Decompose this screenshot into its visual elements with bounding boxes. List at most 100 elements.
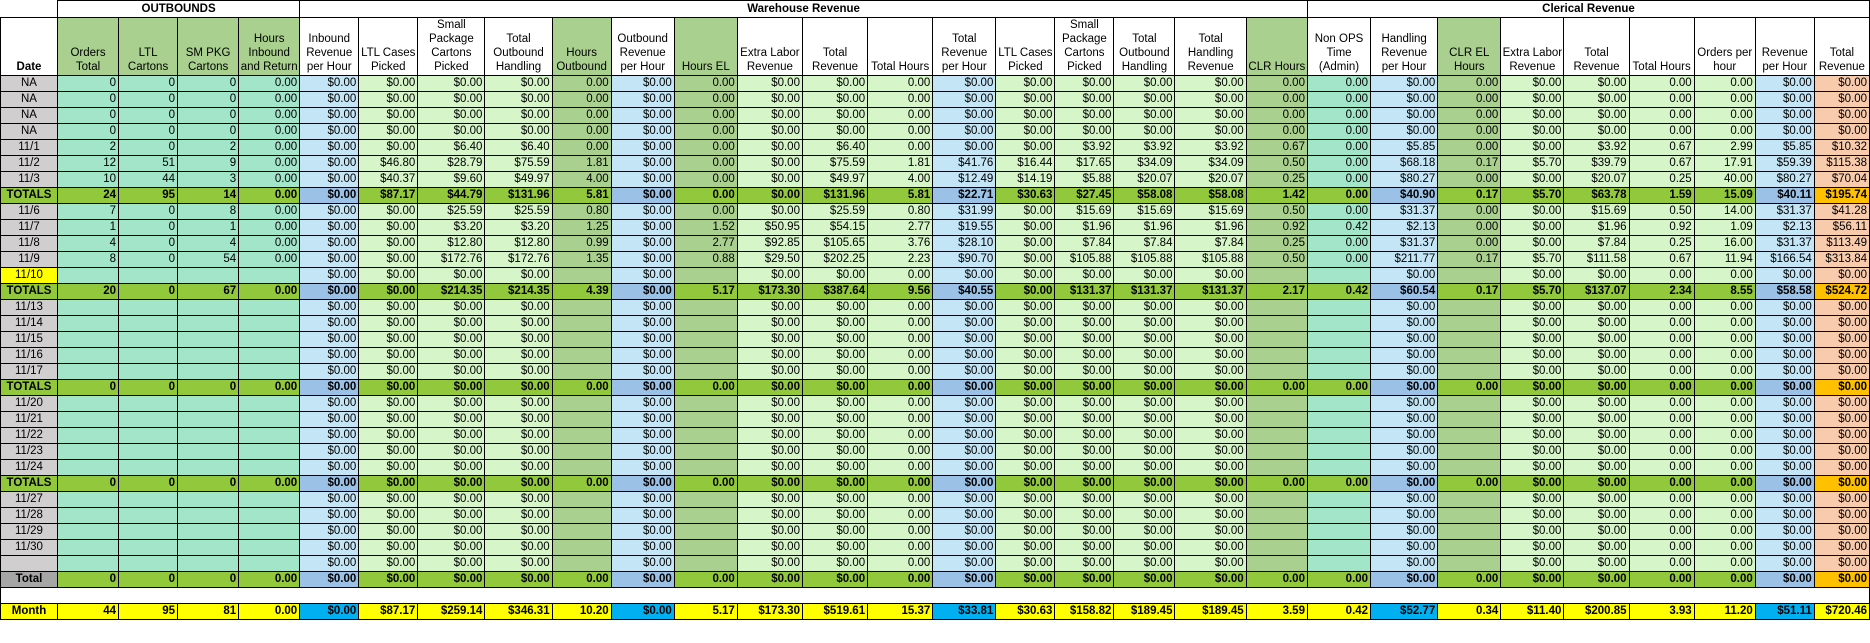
table-cell[interactable]: $5.70 bbox=[1500, 187, 1565, 204]
table-cell[interactable] bbox=[177, 315, 240, 332]
table-cell[interactable]: 1 bbox=[56, 219, 120, 236]
table-cell[interactable]: $0.00 bbox=[484, 571, 553, 588]
table-cell[interactable]: $0.00 bbox=[358, 219, 419, 236]
table-cell[interactable]: $0.00 bbox=[484, 491, 553, 508]
table-cell[interactable]: $25.59 bbox=[801, 203, 869, 220]
table-cell[interactable] bbox=[1245, 523, 1308, 540]
table-cell[interactable]: 3.59 bbox=[1245, 603, 1308, 620]
table-cell[interactable]: 0.00 bbox=[1693, 299, 1756, 316]
date-cell[interactable]: Month bbox=[0, 603, 58, 620]
table-cell[interactable]: 4.39 bbox=[551, 283, 612, 300]
table-cell[interactable]: 2.77 bbox=[867, 219, 934, 236]
table-cell[interactable]: 0.00 bbox=[238, 251, 301, 268]
table-cell[interactable]: $49.97 bbox=[484, 171, 553, 188]
table-cell[interactable] bbox=[673, 299, 738, 316]
table-cell[interactable] bbox=[673, 491, 738, 508]
table-cell[interactable]: $0.00 bbox=[1813, 427, 1870, 444]
table-cell[interactable]: $15.69 bbox=[1113, 203, 1176, 220]
table-cell[interactable]: $0.00 bbox=[1174, 507, 1247, 524]
table-cell[interactable]: $173.30 bbox=[736, 603, 803, 620]
table-cell[interactable]: 0 bbox=[118, 283, 179, 300]
table-cell[interactable]: $0.00 bbox=[1054, 267, 1115, 284]
table-cell[interactable]: $131.96 bbox=[484, 187, 553, 204]
table-cell[interactable]: 0.00 bbox=[1693, 91, 1756, 108]
table-cell[interactable]: 0.00 bbox=[1628, 107, 1695, 124]
table-cell[interactable]: $0.00 bbox=[299, 283, 360, 300]
table-cell[interactable] bbox=[238, 363, 301, 380]
table-cell[interactable] bbox=[56, 363, 120, 380]
table-cell[interactable]: $0.00 bbox=[1174, 267, 1247, 284]
table-cell[interactable]: $0.00 bbox=[1563, 411, 1630, 428]
table-cell[interactable]: $115.38 bbox=[1813, 155, 1870, 172]
table-cell[interactable]: $173.30 bbox=[736, 283, 803, 300]
table-cell[interactable]: 0.00 bbox=[1628, 347, 1695, 364]
table-cell[interactable]: $0.00 bbox=[801, 571, 869, 588]
table-cell[interactable] bbox=[177, 491, 240, 508]
table-cell[interactable]: 0.00 bbox=[1693, 555, 1756, 572]
table-cell[interactable]: 0.00 bbox=[867, 139, 934, 156]
table-cell[interactable]: $0.00 bbox=[1370, 571, 1439, 588]
date-cell[interactable]: 11/22 bbox=[0, 427, 58, 444]
table-cell[interactable]: $0.00 bbox=[932, 379, 997, 396]
table-cell[interactable]: $0.00 bbox=[358, 363, 419, 380]
table-cell[interactable]: $0.00 bbox=[1113, 91, 1176, 108]
table-cell[interactable] bbox=[56, 299, 120, 316]
table-cell[interactable]: $0.00 bbox=[995, 331, 1056, 348]
table-cell[interactable]: $40.90 bbox=[1370, 187, 1439, 204]
table-cell[interactable]: $0.00 bbox=[1174, 299, 1247, 316]
table-cell[interactable]: 0.00 bbox=[238, 91, 301, 108]
date-cell[interactable] bbox=[0, 555, 58, 572]
table-cell[interactable] bbox=[118, 299, 179, 316]
table-cell[interactable]: $214.35 bbox=[484, 283, 553, 300]
table-cell[interactable]: $0.00 bbox=[1113, 555, 1176, 572]
table-cell[interactable]: $0.00 bbox=[299, 427, 360, 444]
date-cell[interactable]: 11/30 bbox=[0, 539, 58, 556]
table-cell[interactable] bbox=[1306, 267, 1372, 284]
date-cell[interactable]: 11/15 bbox=[0, 331, 58, 348]
table-cell[interactable]: 0.00 bbox=[867, 315, 934, 332]
table-cell[interactable]: $19.55 bbox=[932, 219, 997, 236]
table-cell[interactable]: 0.00 bbox=[1628, 315, 1695, 332]
table-cell[interactable]: 0 bbox=[118, 571, 179, 588]
table-cell[interactable]: 0 bbox=[56, 91, 120, 108]
table-cell[interactable]: $1.96 bbox=[1054, 219, 1115, 236]
table-cell[interactable]: $0.00 bbox=[1113, 395, 1176, 412]
table-cell[interactable]: 0 bbox=[177, 379, 240, 396]
table-cell[interactable]: $0.00 bbox=[1370, 555, 1439, 572]
table-cell[interactable] bbox=[551, 347, 612, 364]
table-cell[interactable]: 0 bbox=[177, 91, 240, 108]
table-cell[interactable]: 0.00 bbox=[867, 539, 934, 556]
table-cell[interactable] bbox=[673, 347, 738, 364]
table-cell[interactable]: $0.00 bbox=[1754, 75, 1815, 92]
table-cell[interactable]: $0.00 bbox=[736, 331, 803, 348]
table-cell[interactable] bbox=[56, 411, 120, 428]
table-cell[interactable]: 0.00 bbox=[1628, 555, 1695, 572]
table-cell[interactable]: $33.81 bbox=[932, 603, 997, 620]
table-cell[interactable]: 0.00 bbox=[1628, 267, 1695, 284]
table-cell[interactable]: $0.00 bbox=[1563, 523, 1630, 540]
table-cell[interactable]: $0.00 bbox=[995, 491, 1056, 508]
table-cell[interactable] bbox=[1245, 427, 1308, 444]
table-cell[interactable]: 0.00 bbox=[1693, 491, 1756, 508]
table-cell[interactable]: 0 bbox=[56, 571, 120, 588]
table-cell[interactable]: $0.00 bbox=[1054, 123, 1115, 140]
table-cell[interactable]: $0.00 bbox=[736, 427, 803, 444]
table-cell[interactable]: $0.00 bbox=[1813, 123, 1870, 140]
table-cell[interactable]: 0.00 bbox=[1693, 443, 1756, 460]
table-cell[interactable] bbox=[673, 443, 738, 460]
table-cell[interactable]: $0.00 bbox=[1054, 427, 1115, 444]
table-cell[interactable] bbox=[1245, 395, 1308, 412]
table-cell[interactable]: $0.00 bbox=[610, 555, 675, 572]
table-cell[interactable]: 0.00 bbox=[867, 443, 934, 460]
table-cell[interactable]: $0.00 bbox=[1370, 459, 1439, 476]
table-cell[interactable]: $9.60 bbox=[417, 171, 486, 188]
table-cell[interactable]: $0.00 bbox=[736, 139, 803, 156]
table-cell[interactable]: 44 bbox=[118, 171, 179, 188]
table-cell[interactable]: $0.00 bbox=[1813, 91, 1870, 108]
table-cell[interactable]: $0.00 bbox=[1500, 91, 1565, 108]
table-cell[interactable]: 0.00 bbox=[551, 123, 612, 140]
table-cell[interactable]: $0.00 bbox=[995, 443, 1056, 460]
table-cell[interactable] bbox=[673, 315, 738, 332]
table-cell[interactable]: $30.63 bbox=[995, 187, 1056, 204]
table-cell[interactable]: $0.00 bbox=[1174, 555, 1247, 572]
